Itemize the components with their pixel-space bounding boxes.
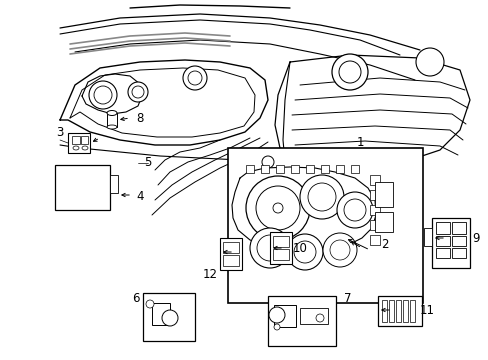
Bar — [142, 293, 195, 341]
Bar — [272, 236, 288, 247]
Circle shape — [286, 234, 323, 270]
Circle shape — [245, 176, 309, 240]
Bar — [402, 300, 407, 322]
Bar — [223, 255, 239, 266]
Circle shape — [257, 235, 283, 261]
Bar — [451, 248, 465, 258]
Bar — [374, 212, 392, 232]
Bar — [261, 165, 268, 173]
Bar — [435, 236, 449, 246]
Circle shape — [249, 228, 289, 268]
Text: 1: 1 — [356, 136, 363, 149]
Circle shape — [262, 156, 273, 168]
Text: 11: 11 — [419, 303, 434, 316]
Bar — [299, 308, 327, 324]
Circle shape — [94, 86, 112, 104]
Text: 12: 12 — [202, 269, 217, 282]
Bar — [305, 165, 313, 173]
Circle shape — [323, 233, 356, 267]
Bar — [273, 305, 295, 327]
Circle shape — [343, 199, 365, 221]
Text: 7: 7 — [344, 292, 351, 305]
Bar — [269, 232, 291, 264]
Bar — [107, 113, 117, 127]
Bar — [381, 300, 386, 322]
Bar — [374, 182, 392, 207]
Bar — [377, 296, 421, 326]
Bar — [369, 175, 379, 185]
Circle shape — [187, 71, 202, 85]
Circle shape — [336, 192, 372, 228]
Bar — [110, 175, 118, 193]
Ellipse shape — [107, 111, 117, 116]
Bar — [431, 218, 469, 268]
Bar — [320, 165, 328, 173]
Text: 3: 3 — [56, 126, 63, 139]
Text: 2: 2 — [381, 238, 388, 252]
Text: 9: 9 — [471, 231, 479, 244]
Bar — [267, 296, 335, 346]
Circle shape — [329, 240, 349, 260]
Circle shape — [293, 241, 315, 263]
Bar — [220, 238, 242, 270]
Bar — [369, 235, 379, 245]
Bar — [55, 165, 110, 210]
Ellipse shape — [82, 146, 88, 150]
Bar — [72, 136, 80, 144]
Ellipse shape — [107, 125, 117, 129]
Circle shape — [132, 86, 143, 98]
Circle shape — [146, 300, 154, 308]
Bar — [350, 165, 358, 173]
Circle shape — [272, 203, 283, 213]
Circle shape — [299, 175, 343, 219]
Bar — [369, 220, 379, 230]
Circle shape — [338, 61, 360, 83]
Bar — [451, 222, 465, 234]
Circle shape — [162, 310, 178, 326]
Text: 5: 5 — [144, 157, 151, 170]
Bar — [409, 300, 414, 322]
Bar — [388, 300, 393, 322]
Circle shape — [307, 183, 335, 211]
Circle shape — [89, 81, 117, 109]
Circle shape — [183, 66, 206, 90]
Bar — [451, 236, 465, 246]
Circle shape — [273, 324, 280, 330]
Bar — [369, 190, 379, 200]
Circle shape — [315, 314, 324, 322]
Bar — [395, 300, 400, 322]
Circle shape — [256, 186, 299, 230]
Bar — [335, 165, 343, 173]
Bar — [227, 148, 422, 303]
Bar — [272, 249, 288, 260]
Bar — [81, 136, 88, 144]
Bar — [223, 242, 239, 253]
Text: 6: 6 — [132, 292, 140, 305]
Text: 10: 10 — [292, 242, 307, 255]
Bar — [290, 165, 298, 173]
Bar — [435, 222, 449, 234]
Ellipse shape — [73, 146, 79, 150]
Text: 8: 8 — [136, 112, 143, 125]
Circle shape — [128, 82, 148, 102]
Bar — [435, 248, 449, 258]
Circle shape — [415, 48, 443, 76]
Bar — [68, 133, 90, 153]
Text: 4: 4 — [136, 189, 143, 202]
Bar — [152, 303, 170, 325]
Circle shape — [331, 54, 367, 90]
Bar — [275, 165, 284, 173]
Bar — [423, 228, 431, 246]
Bar — [245, 165, 253, 173]
Bar — [369, 205, 379, 215]
Circle shape — [268, 307, 285, 323]
